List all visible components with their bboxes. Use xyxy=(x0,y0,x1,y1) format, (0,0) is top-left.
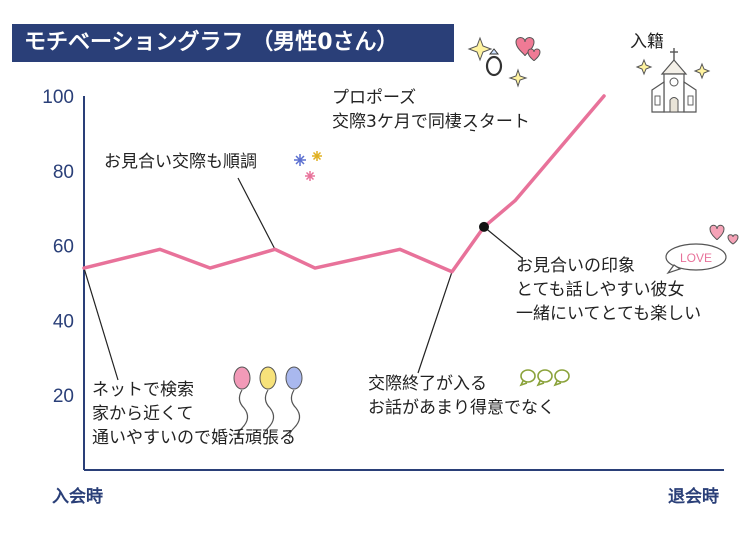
data-point-marker xyxy=(479,221,489,232)
y-tick-label: 80 xyxy=(53,162,74,183)
series-group xyxy=(82,94,606,274)
y-tick-label: 40 xyxy=(53,311,74,332)
x-end-label: 退会時 xyxy=(668,487,719,506)
annotation-line: プロポーズ xyxy=(332,88,417,108)
annotation-line: 入籍 xyxy=(630,32,664,52)
annotation-start: ネットで検索 家から近くて 通いやすいので婚活頑張る xyxy=(92,378,296,450)
series-line xyxy=(82,94,606,274)
annotation-leader xyxy=(483,226,523,259)
y-tick-labels: 100 80 60 40 20 xyxy=(42,87,74,407)
annotation-marriage: 入籍 xyxy=(630,30,664,54)
annotation-leader xyxy=(237,177,276,250)
speech-bubbles-icon xyxy=(519,369,570,387)
chart-title: モチベーショングラフ （男性0さん） xyxy=(24,30,399,55)
x-start-label: 入会時 xyxy=(52,487,103,506)
title-bar xyxy=(12,24,454,62)
annotation-impression: お見合いの印象 とても話しやすい彼女 一緒にいてとても楽しい xyxy=(516,254,701,326)
love-text: LOVE xyxy=(680,251,712,265)
balloons-icon xyxy=(233,366,303,439)
annotation-proposal: プロポーズ 交際3ケ月で同棲スタート xyxy=(332,86,530,134)
y-tick-label: 20 xyxy=(53,386,74,407)
annotation-end-dating: 交際終了が入る お話があまり得意でなく xyxy=(368,372,555,420)
love-bubble-icon: LOVE xyxy=(665,224,739,275)
annotation-line: 交際3ケ月で同棲スタート xyxy=(332,112,530,132)
annotation-leaders xyxy=(83,129,523,381)
y-tick-label: 60 xyxy=(53,237,74,258)
ring-hearts-icon xyxy=(467,36,541,88)
annotation-leader xyxy=(417,271,453,374)
chart-axes xyxy=(83,96,724,471)
annotation-line: 通いやすいので婚活頑張る xyxy=(92,428,296,448)
annotation-leader xyxy=(469,129,476,132)
annotation-leader xyxy=(83,267,119,381)
annotation-line: お話があまり得意でなく xyxy=(368,398,555,418)
annotation-line: 一緒にいてとても楽しい xyxy=(516,304,702,324)
annotation-line: 家から近くて xyxy=(92,404,194,424)
annotation-line: お見合い交際も順調 xyxy=(104,152,257,172)
annotation-line: とても話しやすい彼女 xyxy=(516,280,685,300)
annotation-line: ネットで検索 xyxy=(92,380,194,400)
annotation-dating: お見合い交際も順調 xyxy=(104,150,257,174)
annotation-line: 交際終了が入る xyxy=(368,374,487,394)
annotation-line: お見合いの印象 xyxy=(516,256,635,276)
y-tick-label: 100 xyxy=(42,87,74,108)
church-icon xyxy=(635,48,711,113)
fireworks-icon xyxy=(294,151,322,181)
